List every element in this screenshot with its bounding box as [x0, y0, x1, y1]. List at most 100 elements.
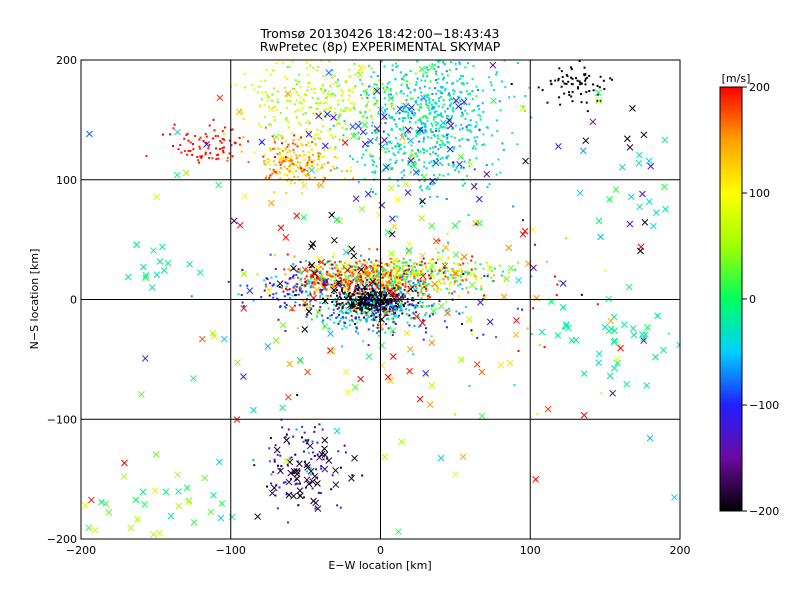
data-point: [341, 288, 344, 291]
data-point-x: [88, 496, 95, 504]
data-point: [289, 477, 292, 480]
data-point: [374, 193, 377, 196]
data-point: [414, 160, 417, 163]
data-point: [295, 285, 298, 288]
data-point: [357, 268, 360, 271]
data-point: [344, 311, 347, 314]
data-point: [414, 121, 417, 124]
data-point-x: [124, 273, 132, 281]
data-point: [402, 169, 405, 172]
data-point: [323, 277, 326, 280]
data-point: [390, 272, 393, 275]
data-point-x: [465, 316, 473, 323]
data-point: [373, 289, 376, 292]
data-point: [305, 61, 308, 64]
data-point: [428, 97, 431, 100]
data-point: [303, 283, 306, 286]
data-point: [323, 148, 326, 151]
data-point: [434, 145, 437, 148]
data-point: [475, 124, 478, 127]
data-point: [273, 141, 276, 144]
data-point: [273, 139, 276, 142]
data-point: [243, 72, 246, 75]
data-point: [437, 89, 440, 92]
data-point: [319, 296, 322, 299]
data-point: [375, 165, 378, 168]
data-point: [266, 94, 269, 97]
data-point: [394, 306, 397, 309]
data-point: [381, 299, 384, 302]
data-point: [338, 114, 341, 117]
data-point: [436, 81, 439, 84]
data-point: [405, 99, 408, 102]
data-point: [339, 310, 342, 313]
data-point: [367, 302, 370, 305]
data-point: [383, 65, 386, 68]
data-point: [394, 145, 397, 148]
data-point-x: [483, 170, 491, 178]
data-point: [334, 276, 337, 279]
data-point: [223, 132, 226, 135]
data-point-x: [595, 359, 603, 367]
data-point: [397, 306, 400, 309]
data-point: [344, 274, 347, 277]
data-point: [365, 319, 368, 322]
data-point: [386, 264, 389, 267]
data-point: [317, 97, 320, 100]
data-point: [392, 312, 395, 315]
data-point: [415, 135, 418, 138]
data-point: [430, 122, 433, 125]
data-point-x: [174, 128, 181, 136]
data-point: [283, 75, 286, 78]
data-point: [276, 297, 279, 300]
data-point: [328, 263, 331, 266]
data-point-x: [382, 163, 390, 171]
data-point: [345, 81, 348, 84]
data-point: [359, 111, 362, 114]
data-point: [434, 73, 437, 76]
data-point: [325, 288, 328, 291]
data-point: [202, 140, 205, 143]
data-point: [388, 294, 391, 297]
data-point: [380, 258, 383, 261]
data-point-x: [264, 342, 272, 350]
data-point: [356, 276, 359, 279]
data-point: [558, 67, 561, 70]
data-point: [302, 154, 305, 157]
data-point: [440, 163, 443, 166]
data-point: [238, 136, 241, 139]
data-point: [285, 119, 288, 122]
data-point: [247, 161, 250, 164]
data-point: [390, 277, 393, 280]
data-point: [299, 96, 302, 99]
data-point: [372, 288, 375, 291]
data-point: [415, 83, 418, 86]
data-point: [343, 291, 346, 294]
data-point-x: [352, 195, 360, 203]
data-point: [286, 167, 289, 170]
data-point-x: [373, 87, 381, 95]
data-point: [464, 117, 467, 120]
data-point: [455, 280, 458, 283]
data-point-x: [324, 110, 331, 118]
data-point: [374, 171, 377, 174]
data-point: [412, 282, 415, 285]
data-point: [474, 147, 477, 150]
data-point-x: [327, 347, 334, 354]
data-point: [329, 294, 332, 297]
data-point: [588, 90, 591, 93]
data-point: [358, 299, 361, 302]
data-point: [410, 117, 413, 120]
data-point: [461, 156, 464, 159]
data-point: [390, 102, 393, 105]
data-point: [263, 289, 266, 292]
data-point: [284, 305, 287, 308]
data-point: [401, 278, 404, 281]
data-point-x: [283, 436, 290, 444]
data-point: [425, 167, 428, 170]
data-point-x: [105, 509, 113, 516]
data-point: [386, 133, 389, 136]
data-point: [467, 93, 470, 96]
data-point: [469, 124, 472, 127]
data-point: [389, 264, 392, 267]
